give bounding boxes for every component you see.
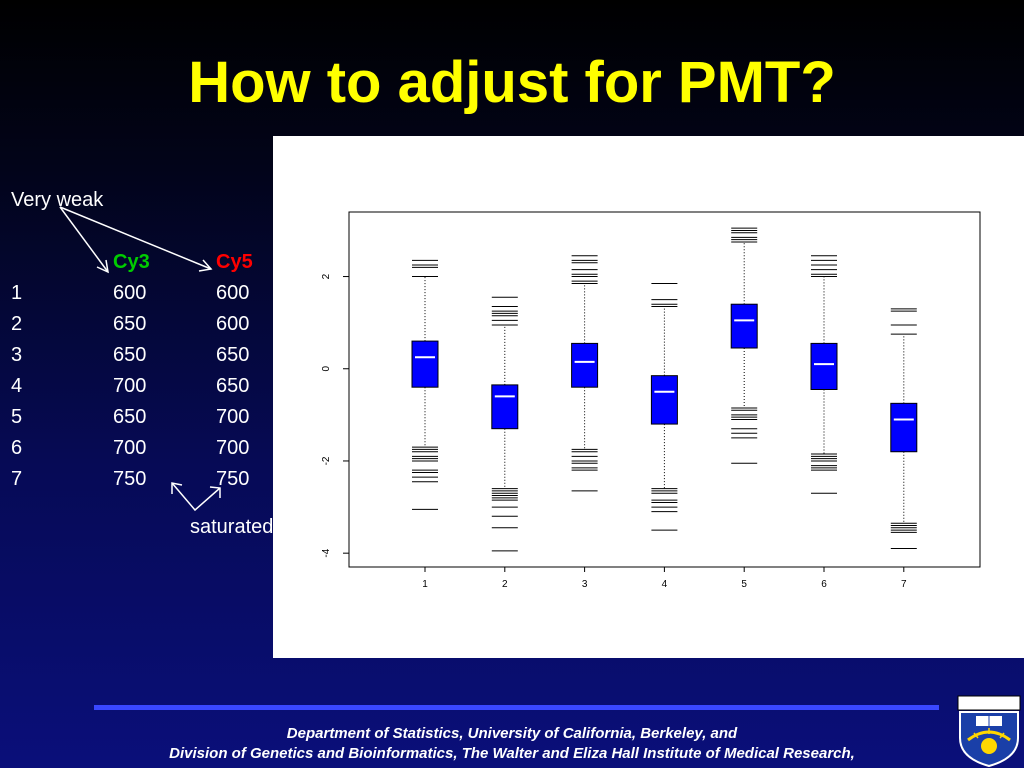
university-seal-logo xyxy=(957,695,1021,768)
y-tick-label: -2 xyxy=(321,456,332,465)
x-tick-label: 2 xyxy=(502,579,508,590)
arrowhead-cy3 xyxy=(96,259,109,274)
x-tick-label: 1 xyxy=(422,579,428,590)
table-cell-cy3: 650 xyxy=(113,406,147,428)
table-cell-cy3: 700 xyxy=(113,375,147,397)
plot-panel: 2 0 -2 -4 1 2 3 4 5 6 7 xyxy=(273,136,1024,658)
table-cell-cy5: 700 xyxy=(216,437,250,459)
table-cell-cy5: 750 xyxy=(216,468,250,490)
y-tick-label: 0 xyxy=(321,366,332,372)
table-cell-cy5: 700 xyxy=(216,406,250,428)
slide-title: How to adjust for PMT? xyxy=(188,50,836,115)
y-tick-label: 2 xyxy=(321,273,332,279)
arrowhead-cy5 xyxy=(198,259,213,272)
x-tick-label: 7 xyxy=(901,579,907,590)
table-cell-id: 6 xyxy=(11,437,23,459)
box-iqr xyxy=(890,402,918,453)
x-tick-label: 4 xyxy=(662,579,668,590)
x-tick-label: 5 xyxy=(741,579,747,590)
x-tick-label: 3 xyxy=(582,579,588,590)
table-cell-cy5: 600 xyxy=(216,313,250,335)
footer-affiliation-line-2: Division of Genetics and Bioinformatics,… xyxy=(169,745,855,762)
arrowhead-saturated-left xyxy=(171,482,183,494)
y-tick-label: -4 xyxy=(321,548,332,557)
table-cell-cy5: 650 xyxy=(216,344,250,366)
column-header-cy3: Cy3 xyxy=(113,251,150,273)
boxplot-chart: 2 0 -2 -4 1 2 3 4 5 6 7 xyxy=(321,211,981,590)
box-iqr xyxy=(411,340,439,388)
box-iqr xyxy=(571,342,599,388)
box-iqr xyxy=(810,342,838,390)
arrow-saturated xyxy=(171,482,221,512)
x-tick-label: 6 xyxy=(821,579,827,590)
table-cell-cy3: 600 xyxy=(113,282,147,304)
table-cell-id: 7 xyxy=(11,468,23,490)
table-cell-id: 4 xyxy=(11,375,23,397)
very-weak-annotation: Very weak xyxy=(11,189,104,211)
table-cell-cy3: 650 xyxy=(113,344,147,366)
table-cell-id: 2 xyxy=(11,313,23,335)
footer-affiliation-line-1: Department of Statistics, University of … xyxy=(286,725,738,742)
column-header-cy5: Cy5 xyxy=(216,251,253,273)
table-cell-id: 5 xyxy=(11,406,23,428)
saturated-annotation: saturated xyxy=(190,516,274,538)
box-iqr xyxy=(650,375,678,425)
table-cell-id: 1 xyxy=(11,282,23,304)
table-cell-id: 3 xyxy=(11,344,23,366)
table-cell-cy3: 700 xyxy=(113,437,147,459)
table-cell-cy3: 750 xyxy=(113,468,147,490)
box-iqr xyxy=(730,303,758,349)
footer-rule xyxy=(94,705,939,710)
table-cell-cy3: 650 xyxy=(113,313,147,335)
table-cell-cy5: 600 xyxy=(216,282,250,304)
box-iqr xyxy=(491,384,519,430)
arrow-very-weak-to-cy3 xyxy=(59,206,109,273)
table-cell-cy5: 650 xyxy=(216,375,250,397)
